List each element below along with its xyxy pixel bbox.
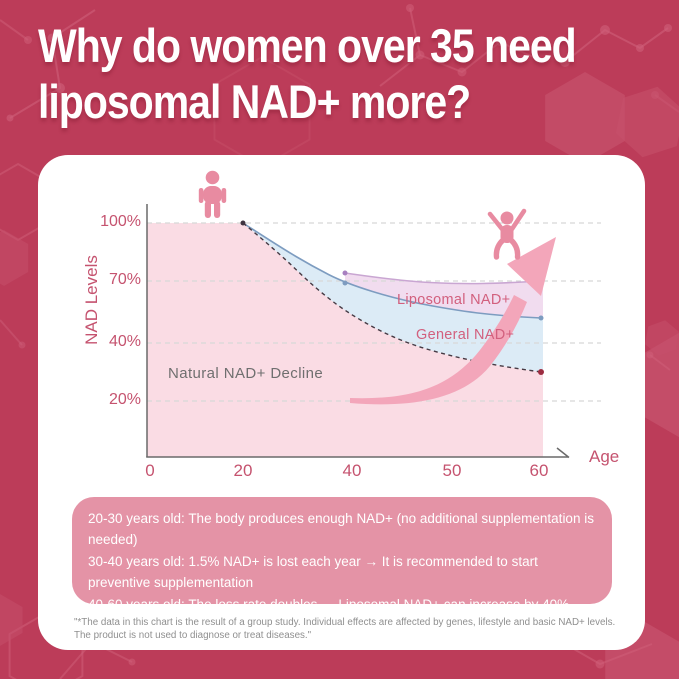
molecule-node xyxy=(636,44,644,52)
molecule-node xyxy=(47,33,57,43)
molecule-node xyxy=(600,25,610,35)
molecule-lines xyxy=(419,40,541,74)
molecule-lines xyxy=(0,19,29,41)
jumping-person-icon xyxy=(487,208,527,260)
liposomal-nad-band xyxy=(345,273,543,318)
molecule-node xyxy=(24,36,32,44)
age-ranges-info-box: 20-30 years old: The body produces enoug… xyxy=(72,497,612,612)
y-axis-title: NAD Levels xyxy=(82,255,101,345)
data-point-dot xyxy=(342,280,348,286)
ytick-100: 100% xyxy=(100,213,141,230)
general-nad-label: General NAD+ xyxy=(416,327,515,343)
x-axis-arrowhead xyxy=(556,447,570,459)
natural-decline-label: Natural NAD+ Decline xyxy=(168,365,324,382)
hexagon-shape xyxy=(0,230,29,286)
standing-person-icon xyxy=(198,170,227,218)
natural-decline-curve xyxy=(242,222,542,373)
disclaimer-line-1: "*The data in this chart is the result o… xyxy=(74,617,616,628)
ytick-20: 20% xyxy=(108,391,141,408)
disclaimer-text: "*The data in this chart is the result o… xyxy=(74,617,619,642)
info-bullet-30-40: 30-40 years old: 1.5% NAD+ is lost each … xyxy=(88,553,538,591)
info-bullet-40-60: 40-60 years old: The loss rate doubles →… xyxy=(88,596,570,612)
molecule-node xyxy=(664,24,672,32)
page-title-line-1: Why do women over 35 need xyxy=(38,19,577,73)
liposomal-nad-curve xyxy=(344,272,542,285)
data-point-dot xyxy=(538,315,544,321)
ytick-70: 70% xyxy=(108,271,141,288)
general-nad-curve xyxy=(242,222,542,319)
liposomal-nad-label: Liposomal NAD+ xyxy=(397,292,511,308)
xtick-50: 50 xyxy=(442,461,462,480)
molecule-node xyxy=(646,351,654,359)
info-bullet-20-30: 20-30 years old: The body produces enoug… xyxy=(88,511,594,548)
hexagon-shape xyxy=(0,594,23,646)
hexagon-shape xyxy=(545,72,625,164)
molecule-node xyxy=(18,341,26,349)
ytick-40: 40% xyxy=(108,333,141,350)
page-title-line-2: liposomal NAD+ more? xyxy=(38,75,471,129)
molecule-lines xyxy=(9,9,96,119)
data-point-dot xyxy=(342,270,348,276)
data-point-dot xyxy=(538,369,544,375)
hexagon-shape xyxy=(636,332,679,438)
molecule-node xyxy=(457,67,467,77)
molecule-node xyxy=(6,114,14,122)
xtick-20: 20 xyxy=(233,461,253,480)
disclaimer-line-2: The product is not used to diagnose or t… xyxy=(74,629,312,641)
molecule-node xyxy=(595,659,605,669)
molecule-node xyxy=(55,83,65,93)
data-point-dot xyxy=(240,220,246,226)
xtick-60: 60 xyxy=(529,461,549,480)
hexagon-shape xyxy=(645,320,679,356)
molecule-node xyxy=(128,658,136,666)
xtick-0: 0 xyxy=(145,461,155,480)
molecule-node xyxy=(560,57,570,67)
molecule-lines xyxy=(649,354,671,371)
molecule-node xyxy=(406,4,414,12)
xtick-40: 40 xyxy=(342,461,362,480)
molecule-node xyxy=(496,38,504,46)
rising-arrow-icon xyxy=(350,237,556,405)
x-axis-title: Age xyxy=(589,447,620,466)
hexagon-shape xyxy=(615,86,679,158)
molecule-lines xyxy=(564,27,669,63)
molecule-lines xyxy=(0,319,23,346)
